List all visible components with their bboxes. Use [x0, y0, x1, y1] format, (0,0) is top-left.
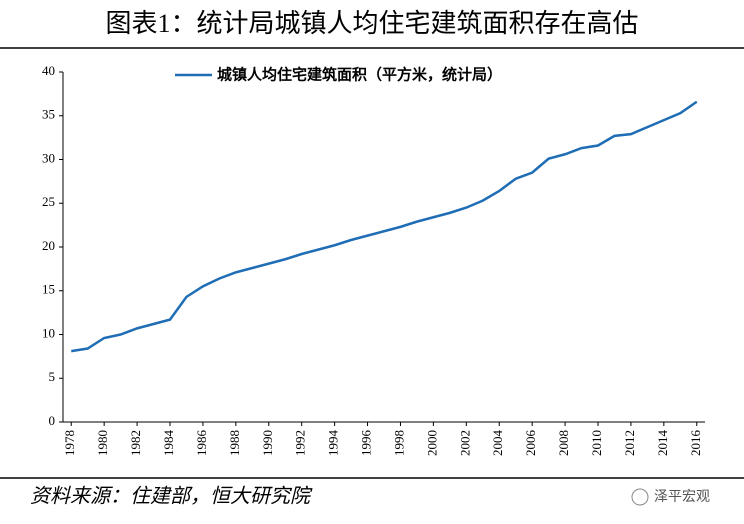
line-series	[71, 100, 698, 353]
chart-title: 图表1：统计局城镇人均住宅建筑面积存在高估	[105, 9, 638, 38]
x-tick-label: 2016	[688, 430, 703, 457]
x-tick-label: 2004	[490, 430, 505, 457]
y-tick-label: 25	[42, 194, 55, 209]
x-tick-label: 2006	[523, 430, 538, 457]
y-tick-label: 0	[49, 413, 56, 428]
watermark-icon	[631, 488, 649, 506]
x-tick-label: 1986	[194, 430, 209, 457]
x-tick-label: 1996	[359, 430, 374, 457]
y-tick-label: 15	[42, 282, 55, 297]
x-tick-label: 1984	[161, 430, 176, 457]
x-tick-label: 1980	[95, 430, 110, 456]
y-tick-label: 30	[42, 150, 55, 165]
x-tick-label: 1994	[326, 430, 341, 457]
y-tick-label: 5	[49, 369, 56, 384]
watermark: 泽平宏观	[654, 489, 710, 505]
x-tick-label: 2010	[589, 430, 604, 456]
legend-label: 城镇人均住宅建筑面积（平方米，统计局）	[217, 66, 502, 84]
y-tick-label: 20	[42, 238, 55, 253]
x-tick-label: 2012	[622, 430, 637, 456]
x-tick-label: 1982	[128, 430, 143, 456]
x-tick-label: 1990	[260, 430, 275, 456]
y-tick-label: 10	[42, 325, 55, 340]
x-tick-label: 2014	[655, 430, 670, 457]
x-tick-label: 1998	[391, 430, 406, 456]
y-tick-label: 35	[42, 107, 55, 122]
x-tick-label: 2000	[424, 430, 439, 456]
x-tick-label: 1978	[62, 430, 77, 456]
y-tick-label: 40	[42, 63, 55, 78]
source-note: 资料来源：住建部，恒大研究院	[30, 486, 313, 508]
x-tick-label: 2008	[556, 430, 571, 456]
x-tick-label: 1992	[293, 430, 308, 456]
x-tick-label: 2002	[457, 430, 472, 456]
x-tick-label: 1988	[227, 430, 242, 456]
